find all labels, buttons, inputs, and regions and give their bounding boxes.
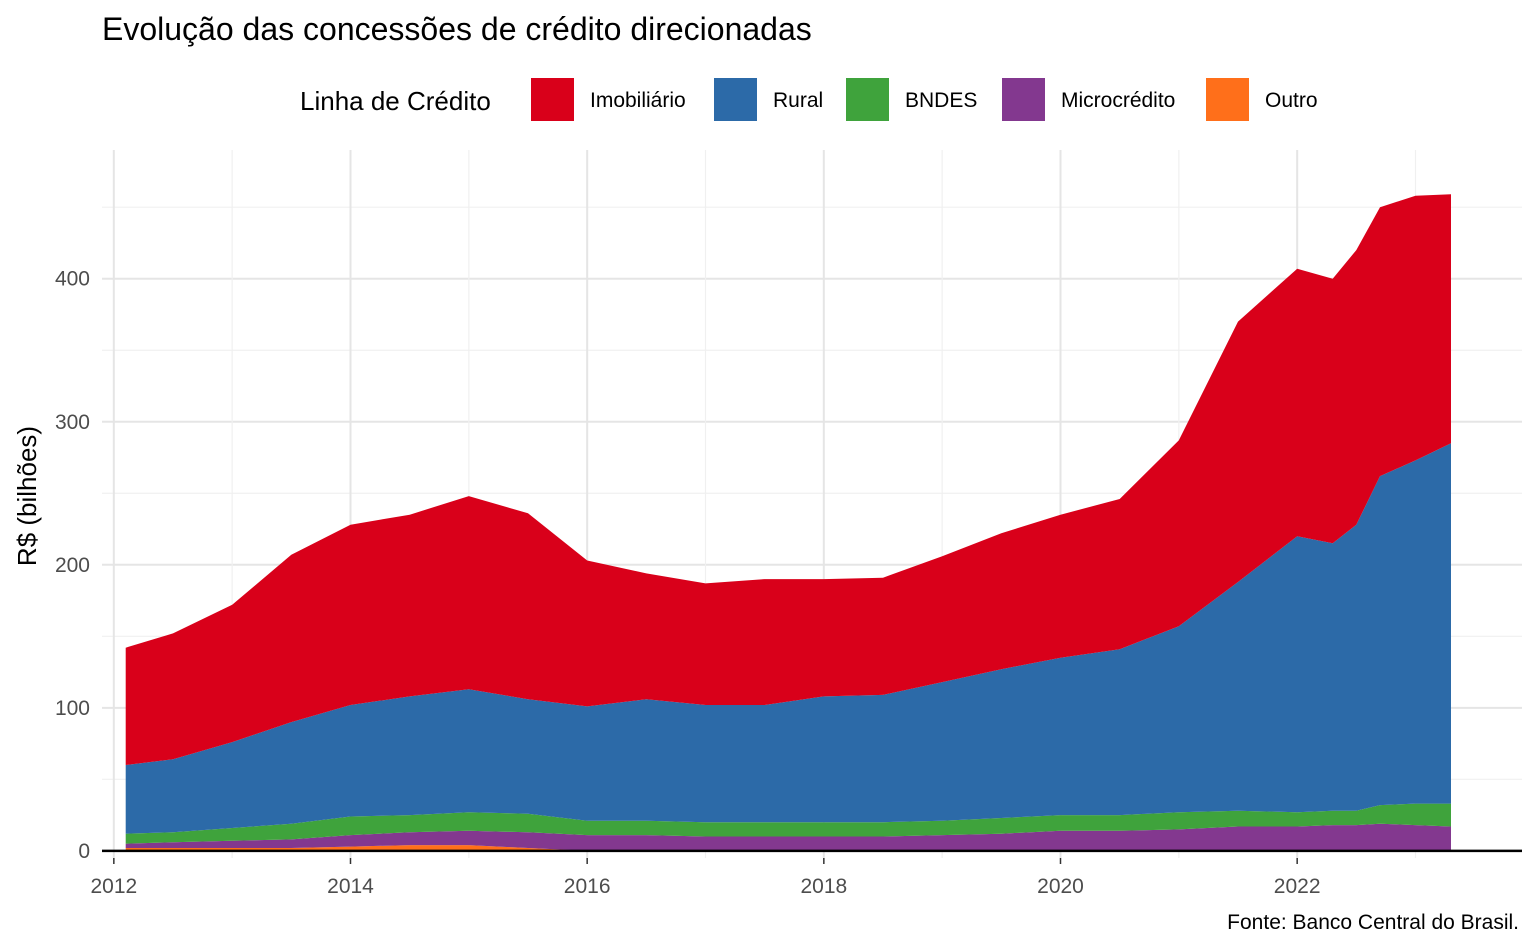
y-tick-label: 400 bbox=[55, 268, 90, 291]
y-tick-label: 0 bbox=[78, 840, 90, 863]
x-axis: 2012 2014 2016 2018 2020 2022 bbox=[90, 858, 1321, 898]
legend-label-outro: Outro bbox=[1265, 89, 1318, 112]
x-tick-label: 2020 bbox=[1037, 875, 1084, 898]
legend-title: Linha de Crédito bbox=[300, 86, 491, 116]
legend-key-imobiliario bbox=[531, 78, 574, 121]
legend-label-imobiliario: Imobiliário bbox=[590, 89, 686, 112]
y-axis: 0 100 200 300 400 bbox=[55, 268, 90, 863]
x-tick-label: 2016 bbox=[564, 875, 611, 898]
legend-key-bndes bbox=[846, 78, 889, 121]
chart-title: Evolução das concessões de crédito direc… bbox=[102, 11, 812, 47]
chart-caption: Fonte: Banco Central do Brasil. bbox=[1227, 911, 1519, 934]
x-tick-label: 2014 bbox=[327, 875, 374, 898]
area-rural bbox=[125, 443, 1452, 834]
legend: Linha de Crédito Imobiliário Rural BNDES Mi… bbox=[300, 78, 1318, 121]
legend-label-microcredito: Microcrédito bbox=[1061, 89, 1175, 112]
x-tick-label: 2018 bbox=[800, 875, 847, 898]
y-tick-label: 300 bbox=[55, 411, 90, 434]
legend-key-outro bbox=[1206, 78, 1249, 121]
area-outro bbox=[125, 845, 1452, 851]
y-axis-title: R$ (bilhões) bbox=[12, 426, 42, 566]
legend-key-rural bbox=[714, 78, 757, 121]
legend-label-bndes: BNDES bbox=[905, 89, 977, 112]
x-tick-label: 2012 bbox=[90, 875, 137, 898]
y-tick-label: 100 bbox=[55, 697, 90, 720]
legend-label-rural: Rural bbox=[773, 89, 823, 112]
y-tick-label: 200 bbox=[55, 554, 90, 577]
areas bbox=[125, 194, 1452, 851]
area-bndes bbox=[125, 803, 1452, 844]
legend-key-microcredito bbox=[1002, 78, 1045, 121]
area-imobiliario bbox=[125, 194, 1452, 766]
area-microcredito bbox=[125, 823, 1452, 851]
x-tick-label: 2022 bbox=[1274, 875, 1321, 898]
